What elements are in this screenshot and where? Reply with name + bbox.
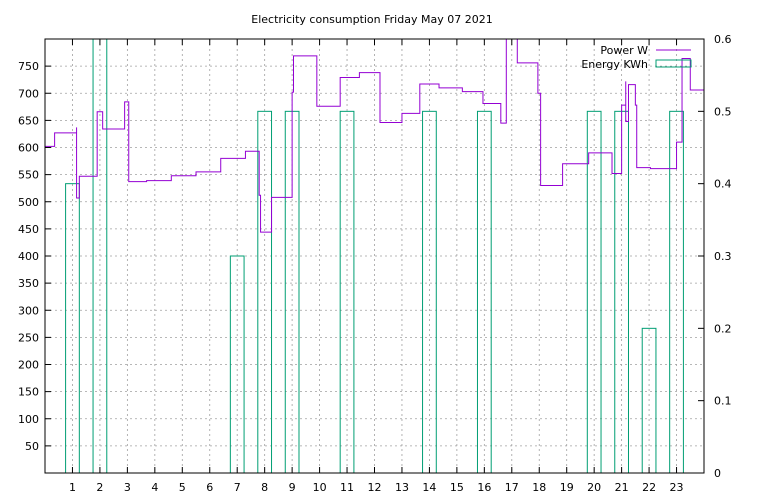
- y-tick-label: 700: [18, 87, 39, 100]
- y-tick-label: 600: [18, 142, 39, 155]
- x-tick-label: 13: [395, 481, 409, 494]
- x-tick-label: 19: [560, 481, 574, 494]
- y-tick-label: 350: [18, 277, 39, 290]
- x-tick-label: 12: [368, 481, 382, 494]
- x-tick-label: 10: [313, 481, 327, 494]
- power-line-layer: [45, 38, 704, 233]
- y-tick-label: 650: [18, 114, 39, 127]
- x-tick-label: 21: [615, 481, 629, 494]
- y-tick-label: 450: [18, 223, 39, 236]
- y-tick-label: 300: [18, 304, 39, 317]
- x-tick-label: 22: [642, 481, 656, 494]
- y-tick-label: 500: [18, 196, 39, 209]
- y-tick-label: 150: [18, 386, 39, 399]
- y-tick-label: 200: [18, 359, 39, 372]
- y2-tick-label: 0.4: [714, 178, 732, 191]
- y2-tick-label: 0.6: [714, 33, 732, 46]
- x-tick-label: 5: [179, 481, 186, 494]
- x-tick-label: 3: [124, 481, 131, 494]
- y-tick-label: 400: [18, 250, 39, 263]
- legend-label-power: Power W: [600, 44, 648, 57]
- x-tick-label: 20: [587, 481, 601, 494]
- chart-title: Electricity consumption Friday May 07 20…: [251, 13, 492, 26]
- x-tick-label: 11: [340, 481, 354, 494]
- x-tick-label: 23: [670, 481, 684, 494]
- x-tick-label: 9: [289, 481, 296, 494]
- legend-label-energy: Energy KWh: [581, 58, 648, 71]
- power-line: [45, 38, 704, 233]
- y2-tick-label: 0.3: [714, 250, 732, 263]
- x-tick-label: 2: [96, 481, 103, 494]
- x-tick-label: 16: [477, 481, 491, 494]
- x-tick-label: 4: [151, 481, 158, 494]
- x-tick-label: 6: [206, 481, 213, 494]
- y2-tick-label: 0.1: [714, 395, 732, 408]
- x-tick-label: 7: [234, 481, 241, 494]
- x-tick-label: 15: [450, 481, 464, 494]
- x-tick-label: 8: [261, 481, 268, 494]
- axis-ticks: 1 2 3 4 5 6 7 8 9 10 11 12 13 14 15 16 17 18 19 20 21 22 23501…: [18, 33, 732, 494]
- y2-tick-label: 0.5: [714, 105, 732, 118]
- x-tick-label: 14: [422, 481, 436, 494]
- y-tick-label: 750: [18, 60, 39, 73]
- y2-tick-label: 0: [714, 467, 721, 480]
- y2-tick-label: 0.2: [714, 322, 732, 335]
- y-tick-label: 100: [18, 413, 39, 426]
- y-tick-label: 550: [18, 169, 39, 182]
- x-tick-label: 1: [69, 481, 76, 494]
- y-tick-label: 250: [18, 331, 39, 344]
- grid: [45, 39, 704, 473]
- x-tick-label: 17: [505, 481, 519, 494]
- legend-swatch-energy: [655, 59, 692, 68]
- y-tick-label: 50: [25, 440, 39, 453]
- x-tick-label: 18: [532, 481, 546, 494]
